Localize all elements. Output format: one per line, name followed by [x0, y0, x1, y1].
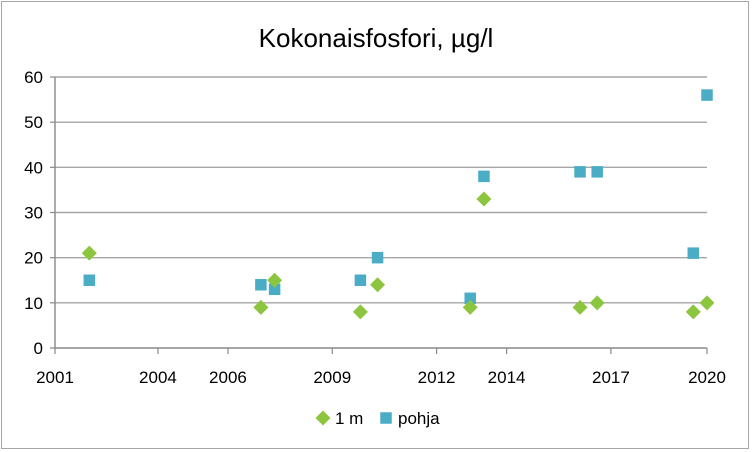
point-pohja [701, 89, 713, 101]
point-pohja [83, 274, 96, 286]
chart-title: Kokonaisfosfori, µg/l [259, 23, 494, 53]
point-1-m [352, 304, 368, 320]
point-1-m [476, 191, 492, 207]
point-1-m [572, 299, 588, 315]
y-tick-label: 40 [24, 158, 43, 177]
point-1-m [267, 272, 283, 288]
point-1-m [253, 299, 269, 315]
point-pohja [591, 166, 603, 178]
x-tick-label: 2009 [313, 368, 351, 387]
point-1-m [462, 299, 478, 315]
point-pohja [478, 170, 490, 183]
point-1-m [685, 304, 701, 320]
x-tick-label: 2004 [139, 368, 177, 387]
y-tick-label: 20 [24, 249, 43, 268]
point-pohja [255, 279, 267, 291]
y-tick-label: 30 [24, 204, 43, 223]
legend-marker-1-m [315, 410, 331, 426]
y-tick-label: 60 [24, 68, 43, 87]
legend-label-pohja: pohja [398, 409, 440, 428]
point-pohja [354, 274, 367, 286]
point-pohja [574, 166, 586, 178]
x-tick-label: 2012 [418, 368, 456, 387]
y-tick-label: 10 [24, 294, 43, 313]
point-pohja [371, 251, 384, 264]
x-tick-label: 2020 [688, 368, 726, 387]
point-pohja [268, 283, 281, 296]
point-pohja [464, 292, 476, 305]
y-tick-label: 50 [24, 113, 43, 132]
point-pohja [687, 247, 700, 259]
x-tick-label: 2014 [488, 368, 526, 387]
x-tick-label: 2017 [592, 368, 630, 387]
point-1-m [699, 295, 715, 311]
point-1-m [81, 245, 97, 261]
x-tick-label: 2006 [209, 368, 247, 387]
legend-label-1-m: 1 m [335, 409, 363, 428]
point-1-m [370, 277, 386, 293]
legend-marker-pohja [380, 412, 392, 424]
x-tick-label: 2001 [36, 368, 74, 387]
y-tick-label: 0 [34, 339, 43, 358]
point-1-m [589, 295, 605, 311]
